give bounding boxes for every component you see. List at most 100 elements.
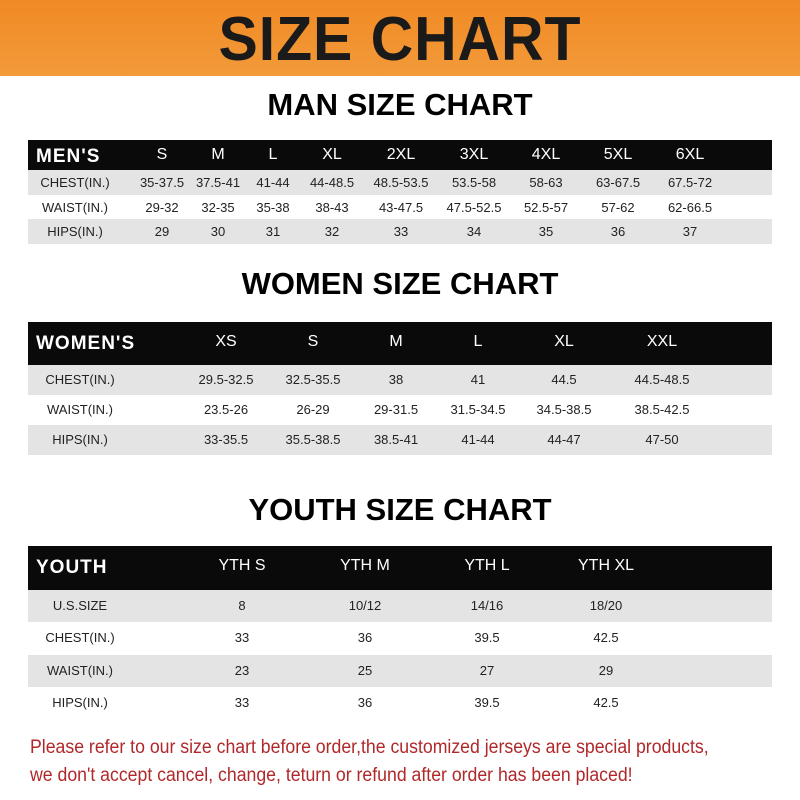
row-label: WAIST(IN.) [47,402,113,417]
table-cell: 31 [265,224,281,239]
men-header-row: MEN'S S M L XL 2XL 3XL 4XL 5XL 6XL [28,140,772,170]
table-cell: 58-63 [529,175,563,190]
table-cell: 44-48.5 [309,175,355,190]
table-cell: 33 [234,630,250,645]
table-cell: 38.5-42.5 [634,402,690,417]
table-cell: 36 [357,695,373,710]
row-label: HIPS(IN.) [52,432,108,447]
table-cell: 48.5-53.5 [373,175,429,190]
table-cell: 23 [234,663,250,678]
table-row: WAIST(IN.) 23.5-26 26-29 29-31.5 31.5-34.5 34… [28,395,772,425]
table-cell: 32.5-35.5 [285,372,341,387]
table-cell: 53.5-58 [451,175,497,190]
banner: SIZE CHART [0,0,800,76]
table-cell: 33 [393,224,409,239]
table-cell: 33-35.5 [203,432,249,447]
size-header: L [268,146,278,163]
size-header: YTH M [340,557,390,574]
size-header: YTH L [464,557,510,574]
table-cell: 35 [538,224,554,239]
table-cell: 42.5 [593,695,619,710]
table-row: CHEST(IN.) 35-37.5 37.5-41 41-44 44-48.5 48.5… [28,170,772,195]
table-cell: 29.5-32.5 [198,372,254,387]
notice: Please refer to our size chart before or… [30,734,737,790]
table-cell: 25 [357,663,373,678]
table-cell: 57-62 [601,200,635,215]
women-title: WOMEN SIZE CHART [241,266,559,301]
row-label: HIPS(IN.) [47,224,103,239]
size-header: L [473,333,483,350]
table-cell: 44-47 [547,432,581,447]
table-cell: 39.5 [474,695,500,710]
table-cell: 8 [238,598,246,613]
size-header: 6XL [675,146,705,163]
table-cell: 41-44 [256,175,290,190]
table-cell: 52.5-57 [523,200,569,215]
size-header: XS [215,333,237,350]
women-size-table: WOMEN'S XS S M L XL XXL CHEST(IN.) 29.5-32.5 32.5… [28,322,772,455]
size-header: XL [554,333,574,350]
size-header: 5XL [603,146,633,163]
table-cell: 38 [388,372,404,387]
table-cell: 23.5-26 [203,402,249,417]
table-cell: 44.5-48.5 [634,372,690,387]
size-header: 4XL [531,146,561,163]
table-cell: 35-38 [256,200,290,215]
table-row: HIPS(IN.) 33 36 39.5 42.5 [28,687,772,718]
table-cell: 34.5-38.5 [536,402,592,417]
table-cell: 62-66.5 [667,200,713,215]
size-header: S [156,146,168,163]
table-cell: 29 [154,224,170,239]
size-header: XXL [646,333,678,350]
size-header: 3XL [459,146,489,163]
table-cell: 29-31.5 [373,402,419,417]
size-header: YTH S [218,557,266,574]
men-size-table: MEN'S S M L XL 2XL 3XL 4XL 5XL 6XL CHEST(IN.) 35-37… [28,140,772,244]
table-cell: 29 [598,663,614,678]
table-cell: 47.5-52.5 [446,200,502,215]
table-cell: 26-29 [296,402,330,417]
table-cell: 47-50 [645,432,679,447]
table-cell: 43-47.5 [378,200,424,215]
size-header: XL [322,146,342,163]
table-cell: 18/20 [589,598,623,613]
table-cell: 44.5 [551,372,577,387]
table-row: WAIST(IN.) 23 25 27 29 [28,655,772,687]
size-header: 2XL [386,146,416,163]
table-cell: 41 [470,372,486,387]
header-label: MEN'S [36,146,101,167]
row-label: CHEST(IN.) [45,630,115,645]
table-row: WAIST(IN.) 29-32 32-35 35-38 38-43 43-47.5 47.… [28,195,772,219]
header-label: WOMEN'S [36,333,136,354]
notice-line-2: we don't accept cancel, change, teturn o… [30,765,633,786]
table-cell: 38-43 [315,200,349,215]
table-cell: 63-67.5 [595,175,641,190]
table-cell: 41-44 [461,432,495,447]
size-header: M [389,333,403,350]
size-header: S [307,333,319,350]
table-row: HIPS(IN.) 29 30 31 32 33 34 35 36 37 [28,219,772,244]
women-header-row: WOMEN'S XS S M L XL XXL [28,322,772,365]
size-header: YTH XL [577,557,635,574]
table-cell: 32-35 [201,200,235,215]
table-cell: 31.5-34.5 [450,402,506,417]
table-cell: 33 [234,695,250,710]
table-cell: 67.5-72 [667,175,713,190]
table-cell: 37.5-41 [195,175,241,190]
row-label: WAIST(IN.) [42,200,108,215]
table-cell: 38.5-41 [373,432,419,447]
notice-line-1: Please refer to our size chart before or… [30,737,709,758]
table-cell: 34 [466,224,482,239]
table-cell: 39.5 [474,630,500,645]
table-cell: 29-32 [145,200,179,215]
size-header: M [211,146,225,163]
table-cell: 35-37.5 [139,175,185,190]
table-cell: 42.5 [593,630,619,645]
table-cell: 36 [610,224,626,239]
row-label: CHEST(IN.) [40,175,110,190]
row-label: WAIST(IN.) [47,663,113,678]
men-title: MAN SIZE CHART [267,87,533,122]
table-row: U.S.SIZE 8 10/12 14/16 18/20 [28,590,772,622]
table-cell: 37 [682,224,698,239]
table-row: CHEST(IN.) 29.5-32.5 32.5-35.5 38 41 44.5 44.5… [28,365,772,395]
